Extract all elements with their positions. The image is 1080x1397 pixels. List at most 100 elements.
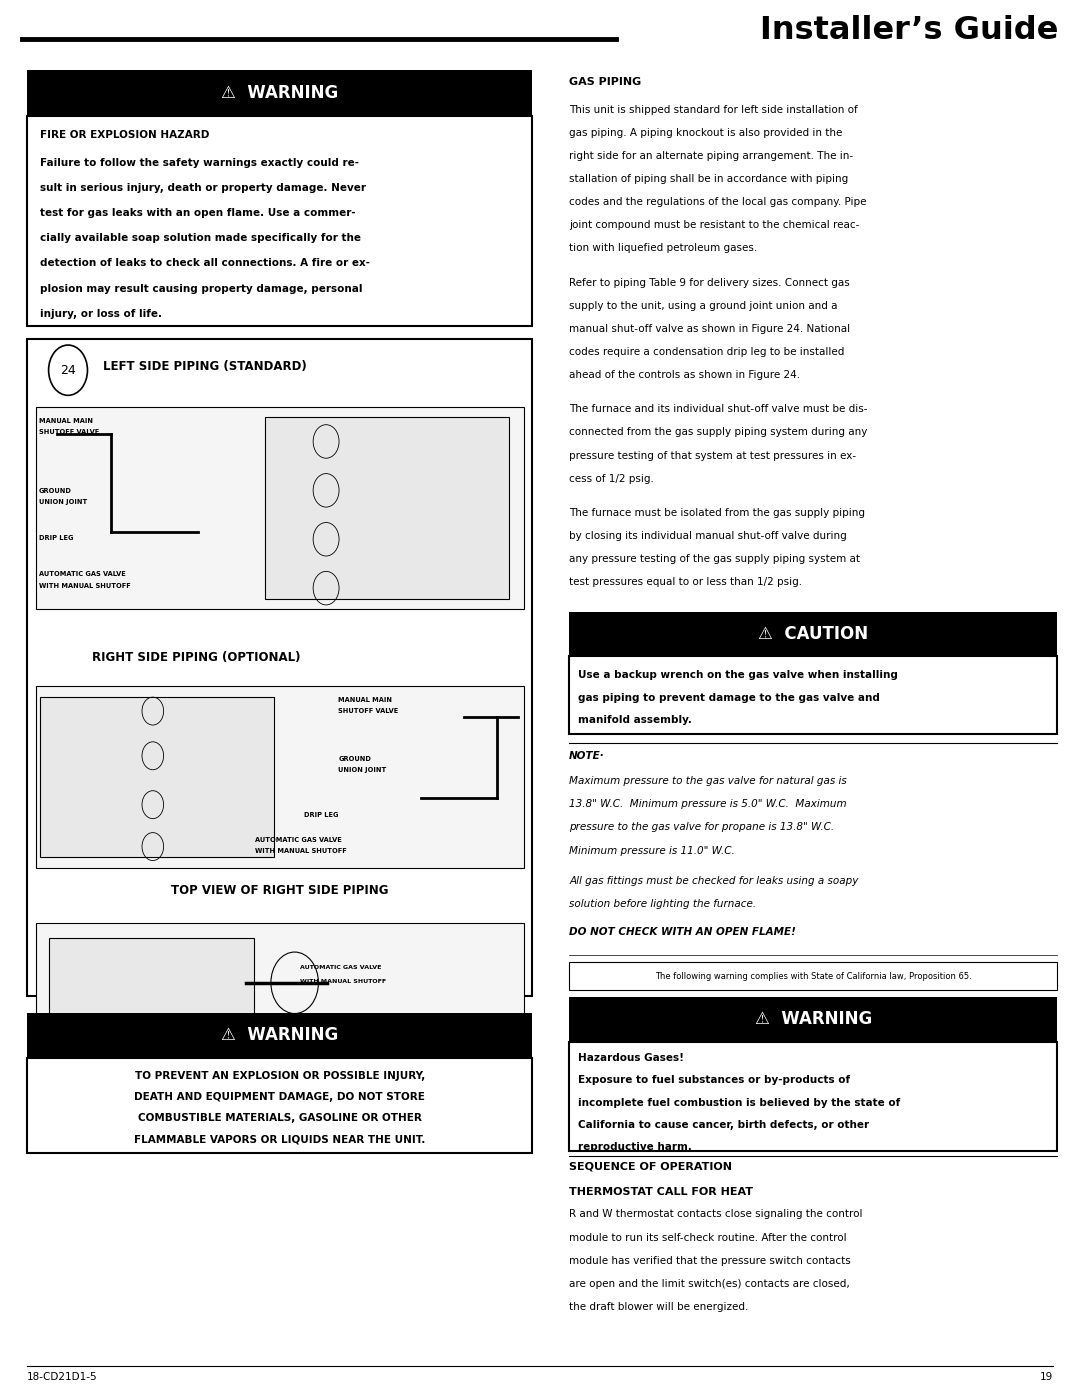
Text: DRIP LEG: DRIP LEG (39, 535, 73, 541)
Text: 13.8" W.C.  Minimum pressure is 5.0" W.C.  Maximum: 13.8" W.C. Minimum pressure is 5.0" W.C.… (569, 799, 847, 809)
Text: plosion may result causing property damage, personal: plosion may result causing property dama… (40, 284, 363, 293)
Text: UNION JOINT: UNION JOINT (39, 499, 87, 504)
Text: THERMOSTAT CALL FOR HEAT: THERMOSTAT CALL FOR HEAT (569, 1187, 753, 1197)
Text: tion with liquefied petroleum gases.: tion with liquefied petroleum gases. (569, 243, 757, 253)
Text: module to run its self-check routine. After the control: module to run its self-check routine. Af… (569, 1232, 847, 1242)
Text: NOTE·: NOTE· (569, 752, 605, 761)
Text: gas piping. A piping knockout is also provided in the: gas piping. A piping knockout is also pr… (569, 129, 842, 138)
Text: connected from the gas supply piping system during any: connected from the gas supply piping sys… (569, 427, 867, 437)
Text: supply to the unit, using a ground joint union and a: supply to the unit, using a ground joint… (569, 300, 838, 310)
Text: ⚠  WARNING: ⚠ WARNING (755, 1010, 872, 1028)
Text: DO NOT CHECK WITH AN OPEN FLAME!: DO NOT CHECK WITH AN OPEN FLAME! (569, 928, 796, 937)
Text: FIRE OR EXPLOSION HAZARD: FIRE OR EXPLOSION HAZARD (40, 130, 210, 140)
FancyBboxPatch shape (36, 923, 524, 1042)
Text: Maximum pressure to the gas valve for natural gas is: Maximum pressure to the gas valve for na… (569, 777, 847, 787)
FancyBboxPatch shape (569, 612, 1057, 657)
Text: AUTOMATIC GAS VALVE: AUTOMATIC GAS VALVE (300, 965, 381, 970)
Text: MANUAL MAIN: MANUAL MAIN (338, 697, 392, 703)
Text: ⚠  WARNING: ⚠ WARNING (221, 1027, 338, 1044)
Text: Minimum pressure is 11.0" W.C.: Minimum pressure is 11.0" W.C. (569, 845, 734, 855)
Text: reproductive harm.: reproductive harm. (578, 1143, 691, 1153)
Text: 24: 24 (60, 363, 76, 377)
Text: Exposure to fuel substances or by-products of: Exposure to fuel substances or by-produc… (578, 1076, 850, 1085)
Text: GROUND: GROUND (39, 488, 71, 493)
Text: All gas fittings must be checked for leaks using a soapy: All gas fittings must be checked for lea… (569, 876, 859, 886)
Text: R and W thermostat contacts close signaling the control: R and W thermostat contacts close signal… (569, 1210, 863, 1220)
Text: cess of 1/2 psig.: cess of 1/2 psig. (569, 474, 654, 483)
Text: WITH MANUAL SHUTOFF: WITH MANUAL SHUTOFF (39, 583, 131, 588)
Text: Refer to piping Table 9 for delivery sizes. Connect gas: Refer to piping Table 9 for delivery siz… (569, 278, 850, 288)
Text: 19: 19 (1040, 1372, 1053, 1382)
Text: FLAMMABLE VAPORS OR LIQUIDS NEAR THE UNIT.: FLAMMABLE VAPORS OR LIQUIDS NEAR THE UNI… (134, 1134, 426, 1144)
Text: joint compound must be resistant to the chemical reac-: joint compound must be resistant to the … (569, 219, 860, 231)
Text: SHUTOFF VALVE: SHUTOFF VALVE (39, 429, 99, 434)
Text: module has verified that the pressure switch contacts: module has verified that the pressure sw… (569, 1256, 851, 1266)
Text: test for gas leaks with an open flame. Use a commer-: test for gas leaks with an open flame. U… (40, 208, 355, 218)
Text: GAS PIPING: GAS PIPING (569, 77, 642, 87)
Text: pressure testing of that system at test pressures in ex-: pressure testing of that system at test … (569, 450, 856, 461)
Text: RIGHT SIDE PIPING (OPTIONAL): RIGHT SIDE PIPING (OPTIONAL) (92, 651, 300, 664)
Text: the draft blower will be energized.: the draft blower will be energized. (569, 1302, 748, 1312)
Text: test pressures equal to or less than 1/2 psig.: test pressures equal to or less than 1/2… (569, 577, 802, 587)
Text: SHUTOFF VALVE: SHUTOFF VALVE (338, 708, 399, 714)
Text: The following warning complies with State of California law, Proposition 65.: The following warning complies with Stat… (654, 972, 972, 981)
Text: Failure to follow the safety warnings exactly could re-: Failure to follow the safety warnings ex… (40, 158, 359, 168)
FancyBboxPatch shape (265, 416, 509, 599)
FancyBboxPatch shape (36, 686, 524, 868)
Text: incomplete fuel combustion is believed by the state of: incomplete fuel combustion is believed b… (578, 1098, 900, 1108)
FancyBboxPatch shape (27, 1013, 532, 1058)
Text: The furnace must be isolated from the gas supply piping: The furnace must be isolated from the ga… (569, 509, 865, 518)
FancyBboxPatch shape (569, 1042, 1057, 1151)
Text: ⚠  CAUTION: ⚠ CAUTION (758, 624, 868, 643)
Text: detection of leaks to check all connections. A fire or ex-: detection of leaks to check all connecti… (40, 258, 370, 268)
Text: DRIP LEG: DRIP LEG (305, 812, 339, 817)
Text: by closing its individual manual shut-off valve during: by closing its individual manual shut-of… (569, 531, 847, 541)
Text: LEFT SIDE PIPING (STANDARD): LEFT SIDE PIPING (STANDARD) (103, 360, 307, 373)
Text: Hazardous Gases!: Hazardous Gases! (578, 1053, 684, 1063)
Text: manifold assembly.: manifold assembly. (578, 715, 691, 725)
Text: manual shut-off valve as shown in Figure 24. National: manual shut-off valve as shown in Figure… (569, 324, 850, 334)
Text: AUTOMATIC GAS VALVE: AUTOMATIC GAS VALVE (39, 571, 125, 577)
FancyBboxPatch shape (569, 997, 1057, 1042)
Text: stallation of piping shall be in accordance with piping: stallation of piping shall be in accorda… (569, 175, 849, 184)
Text: cially available soap solution made specifically for the: cially available soap solution made spec… (40, 233, 361, 243)
FancyBboxPatch shape (27, 70, 532, 116)
Text: are open and the limit switch(es) contacts are closed,: are open and the limit switch(es) contac… (569, 1278, 850, 1288)
Text: 18-CD21D1-5: 18-CD21D1-5 (27, 1372, 97, 1382)
FancyBboxPatch shape (36, 407, 524, 609)
Text: right side for an alternate piping arrangement. The in-: right side for an alternate piping arran… (569, 151, 853, 161)
Text: gas piping to prevent damage to the gas valve and: gas piping to prevent damage to the gas … (578, 693, 880, 703)
Text: COMBUSTIBLE MATERIALS, GASOLINE OR OTHER: COMBUSTIBLE MATERIALS, GASOLINE OR OTHER (138, 1113, 421, 1123)
Text: UNION JOINT: UNION JOINT (338, 767, 387, 773)
Text: California to cause cancer, birth defects, or other: California to cause cancer, birth defect… (578, 1120, 869, 1130)
Text: TOP VIEW: TOP VIEW (262, 1030, 297, 1035)
Text: ⚠  WARNING: ⚠ WARNING (221, 84, 338, 102)
Text: Installer’s Guide: Installer’s Guide (760, 15, 1058, 46)
FancyBboxPatch shape (40, 697, 274, 856)
Text: MANUAL MAIN: MANUAL MAIN (39, 418, 93, 423)
Text: Use a backup wrench on the gas valve when installing: Use a backup wrench on the gas valve whe… (578, 671, 897, 680)
Text: WITH MANUAL SHUTOFF: WITH MANUAL SHUTOFF (255, 848, 347, 854)
Text: SEQUENCE OF OPERATION: SEQUENCE OF OPERATION (569, 1162, 732, 1172)
Text: GROUND: GROUND (338, 756, 372, 761)
Text: any pressure testing of the gas supply piping system at: any pressure testing of the gas supply p… (569, 555, 860, 564)
Text: codes and the regulations of the local gas company. Pipe: codes and the regulations of the local g… (569, 197, 866, 207)
Text: DEATH AND EQUIPMENT DAMAGE, DO NOT STORE: DEATH AND EQUIPMENT DAMAGE, DO NOT STORE (134, 1092, 426, 1102)
Text: solution before lighting the furnace.: solution before lighting the furnace. (569, 898, 756, 908)
Text: TOP VIEW OF RIGHT SIDE PIPING: TOP VIEW OF RIGHT SIDE PIPING (171, 884, 389, 897)
FancyBboxPatch shape (49, 939, 254, 1027)
Text: The furnace and its individual shut-off valve must be dis-: The furnace and its individual shut-off … (569, 404, 867, 415)
Text: TO PREVENT AN EXPLOSION OR POSSIBLE INJURY,: TO PREVENT AN EXPLOSION OR POSSIBLE INJU… (135, 1071, 424, 1081)
FancyBboxPatch shape (27, 1058, 532, 1153)
Text: codes require a condensation drip leg to be installed: codes require a condensation drip leg to… (569, 346, 845, 356)
Text: AUTOMATIC GAS VALVE: AUTOMATIC GAS VALVE (255, 837, 342, 842)
Text: injury, or loss of life.: injury, or loss of life. (40, 309, 162, 319)
Text: ahead of the controls as shown in Figure 24.: ahead of the controls as shown in Figure… (569, 370, 800, 380)
FancyBboxPatch shape (569, 657, 1057, 735)
Text: WITH MANUAL SHUTOFF: WITH MANUAL SHUTOFF (300, 979, 387, 983)
Text: This unit is shipped standard for left side installation of: This unit is shipped standard for left s… (569, 105, 858, 115)
FancyBboxPatch shape (569, 963, 1057, 990)
FancyBboxPatch shape (27, 116, 532, 326)
Text: sult in serious injury, death or property damage. Never: sult in serious injury, death or propert… (40, 183, 366, 193)
FancyBboxPatch shape (27, 339, 532, 996)
